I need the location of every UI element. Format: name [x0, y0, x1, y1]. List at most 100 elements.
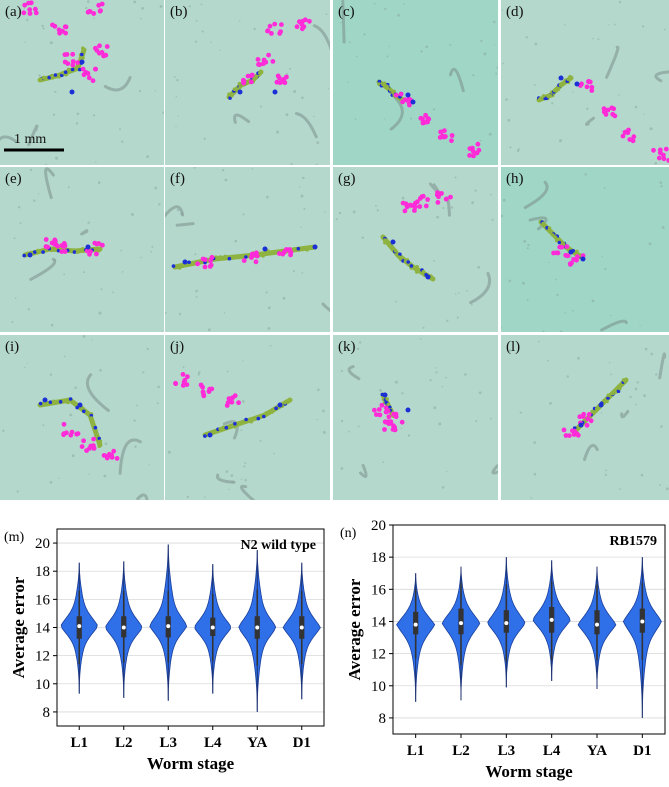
x-tick-label: L2 [115, 735, 133, 751]
panel-label: (d) [506, 4, 524, 20]
y-tick-label: 10 [371, 679, 386, 695]
y-tick-label: 16 [371, 582, 387, 598]
violin-box [594, 610, 600, 635]
violin-median [77, 624, 82, 629]
x-tick-label: L1 [407, 743, 425, 759]
y-tick-label: 20 [371, 518, 386, 534]
panel-image [165, 335, 330, 500]
y-tick-label: 18 [371, 550, 386, 566]
image-panel-l: (l) [501, 335, 669, 500]
panel-label: (l) [506, 339, 521, 355]
y-tick-label: 8 [379, 711, 387, 727]
panel-label: (i) [5, 339, 20, 355]
x-tick-label: D1 [293, 735, 311, 751]
panel-image [501, 335, 669, 500]
panel-label: (h) [506, 171, 524, 187]
scale-bar-label: 1 mm [14, 132, 47, 147]
x-tick-label: L2 [452, 743, 470, 759]
y-tick-label: 18 [35, 564, 50, 580]
panel-label: (b) [170, 4, 188, 20]
x-tick-label: YA [247, 735, 267, 751]
worm-track [171, 244, 318, 270]
panel-image [501, 167, 669, 332]
panel-label: (k) [338, 339, 356, 355]
y-tick-label: 8 [43, 705, 51, 721]
chart-title: RB1579 [610, 534, 657, 549]
image-panel-e: (e) [0, 167, 164, 332]
violin-median [210, 625, 215, 630]
worm-track [22, 237, 105, 258]
chart-title: N2 wild type [241, 538, 316, 553]
image-panel-a: (a) 1 mm [0, 0, 164, 165]
violin-median [255, 625, 260, 630]
panel-label: (e) [5, 171, 22, 187]
worm-track [372, 392, 411, 433]
x-tick-label: L4 [543, 743, 561, 759]
violin-median [504, 621, 509, 626]
worm-track [561, 377, 629, 438]
image-panel-b: (b) [165, 0, 330, 165]
image-panel-c: (c) [333, 0, 498, 165]
image-panel-g: (g) [333, 167, 498, 332]
worm-track [380, 190, 453, 282]
panel-image [333, 167, 498, 332]
chart-panel-label: (m) [4, 530, 25, 545]
panel-image [333, 335, 498, 500]
image-panel-j: (j) [165, 335, 330, 500]
x-tick-label: L3 [159, 735, 177, 751]
panel-label: (f) [170, 171, 185, 187]
worm-track [538, 219, 586, 267]
panel-label: (j) [170, 339, 185, 355]
plot-frame [392, 524, 666, 735]
charts-svg: 8 10 12 14 16 18 20 L1 L2 L3 L4 YA D1 Worm stage Avera… [4, 518, 666, 781]
violin-median [459, 621, 463, 626]
y-axis-label: Average error [9, 576, 28, 678]
y-tick-label: 12 [35, 649, 50, 665]
violin-median [299, 625, 304, 630]
violin-median [166, 624, 171, 629]
y-tick-label: 20 [35, 536, 50, 552]
y-tick-label: 14 [371, 614, 387, 630]
worm-track [21, 0, 110, 95]
violin-charts: 8 10 12 14 16 18 20 L1 L2 L3 L4 YA D1 Worm stage Avera… [0, 515, 669, 782]
worm-track [173, 372, 293, 438]
worm-track [226, 17, 312, 100]
tracking-image-grid: (a) 1 mm (b) (c) (d) (e) (f) (g) (h) (i) (j) (k) (l) [0, 0, 669, 500]
worm-track [37, 397, 120, 461]
image-panel-f: (f) [165, 167, 330, 332]
violin-median [413, 622, 418, 627]
y-tick-label: 12 [371, 647, 386, 663]
x-tick-label: L4 [204, 735, 222, 751]
panel-label: (c) [338, 4, 355, 20]
x-axis-label: Worm stage [485, 762, 573, 781]
violin-median [549, 617, 554, 622]
worm-track [536, 75, 669, 163]
x-tick-label: D1 [633, 743, 651, 759]
panel-image [0, 335, 164, 500]
panel-image [165, 167, 330, 332]
worm-track [376, 79, 482, 159]
x-axis-label: Worm stage [147, 754, 235, 773]
violin-median [595, 622, 599, 627]
panel-image [0, 167, 164, 332]
panel-image [501, 0, 669, 165]
image-panel-h: (h) [501, 167, 669, 332]
image-panel-i: (i) [0, 335, 164, 500]
y-tick-label: 10 [35, 677, 50, 693]
x-tick-label: YA [587, 743, 607, 759]
x-tick-label: L3 [498, 743, 516, 759]
panel-image [333, 0, 498, 165]
violin-chart-0: 8 10 12 14 16 18 20 L1 L2 L3 L4 YA D1 Worm stage Avera… [4, 528, 325, 773]
image-panel-k: (k) [333, 335, 498, 500]
panel-image [165, 0, 330, 165]
violin-median [640, 619, 645, 624]
violin-chart-1: 8 10 12 14 16 18 20 L1 L2 L3 L4 YA D1 Worm stage Avera… [340, 518, 666, 781]
violin-median [121, 625, 126, 630]
y-tick-label: 16 [35, 592, 51, 608]
x-tick-label: L1 [70, 735, 88, 751]
panel-label: (a) [5, 4, 22, 20]
y-axis-label: Average error [345, 578, 364, 680]
y-tick-label: 14 [35, 621, 51, 637]
image-panel-d: (d) [501, 0, 669, 165]
panel-image [0, 0, 164, 165]
